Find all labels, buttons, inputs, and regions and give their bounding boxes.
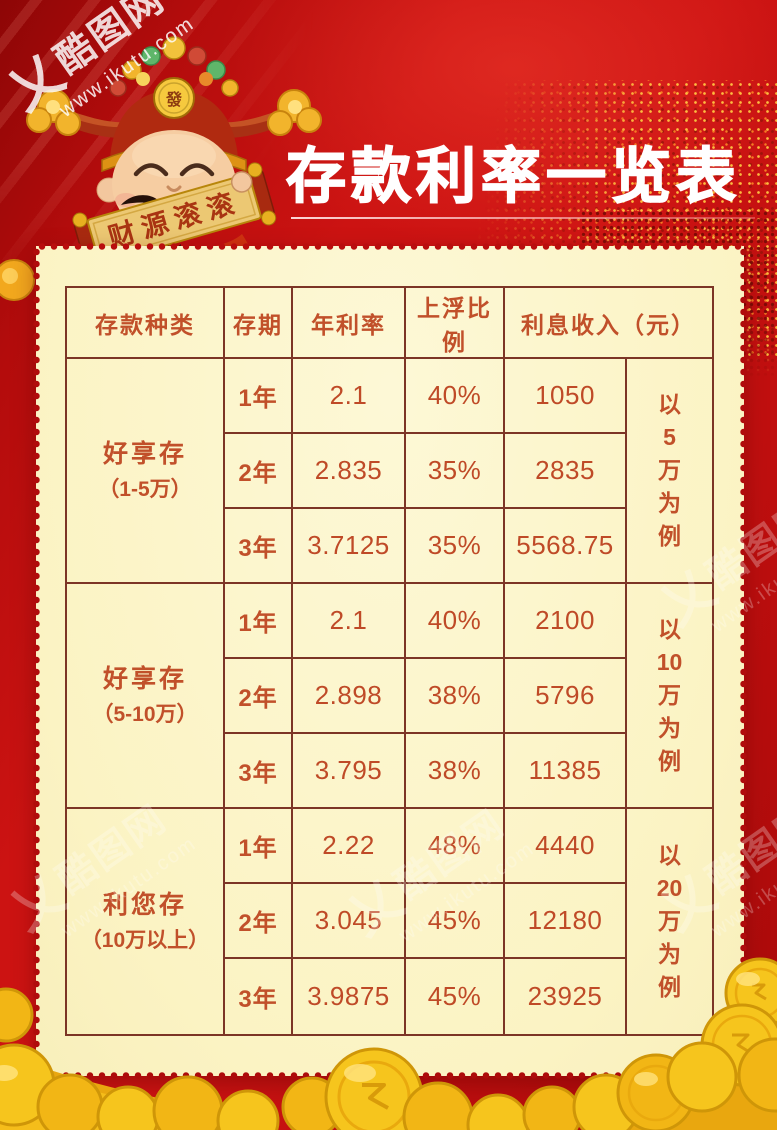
example-line: 为 (658, 715, 681, 741)
cell-float: 40% (406, 584, 505, 659)
example-line: 例 (658, 748, 681, 774)
cell-income: 2835 (505, 434, 627, 509)
cell-income: 2100 (505, 584, 627, 659)
cell-rate: 2.1 (293, 359, 406, 434)
hat-coin-icon (153, 77, 195, 119)
cell-float: 48% (406, 809, 505, 884)
col-header-rate: 年利率 (293, 288, 406, 359)
example-line: 以 (658, 616, 681, 642)
col-header-float: 上浮比例 (406, 288, 505, 359)
cell-float: 40% (406, 359, 505, 434)
cell-income: 1050 (505, 359, 627, 434)
col-header-income: 利息收入（元） (505, 288, 712, 359)
cell-float: 38% (406, 734, 505, 809)
cell-term: 2年 (225, 884, 293, 959)
cell-rate: 3.795 (293, 734, 406, 809)
perforation-bottom (34, 1071, 746, 1080)
example-line: 例 (658, 523, 681, 549)
cell-rate: 3.7125 (293, 509, 406, 584)
right-eye (179, 163, 215, 177)
cell-rate: 2.1 (293, 584, 406, 659)
example-line: 为 (658, 490, 681, 516)
example-line: 10 (656, 649, 683, 675)
example-note: 以 10 万 为 例 (627, 584, 712, 809)
cell-float: 35% (406, 509, 505, 584)
cell-term: 3年 (225, 509, 293, 584)
poster-title: 存款利率一览表 (285, 142, 741, 211)
mustache-left (121, 195, 160, 206)
example-line: 万 (658, 457, 681, 483)
example-line: 以 (658, 842, 681, 868)
cell-rate: 3.045 (293, 884, 406, 959)
example-line: 万 (658, 682, 681, 708)
cell-float: 38% (406, 659, 505, 734)
cell-term: 3年 (225, 959, 293, 1034)
cell-term: 1年 (225, 584, 293, 659)
cell-term: 1年 (225, 809, 293, 884)
example-line: 例 (658, 974, 681, 1000)
group-range: （1-5万） (98, 477, 192, 501)
rate-paper: 存款种类 存期 年利率 上浮比例 利息收入（元） 好享存 （1-5万） 1年 2… (32, 242, 748, 1080)
cell-term: 2年 (225, 659, 293, 734)
example-line: 5 (663, 424, 676, 450)
group-range: （10万以上） (80, 928, 210, 952)
rate-table: 存款种类 存期 年利率 上浮比例 利息收入（元） 好享存 （1-5万） 1年 2… (65, 286, 714, 1036)
right-knot-icon (267, 89, 322, 136)
cell-term: 2年 (225, 434, 293, 509)
cell-term: 1年 (225, 359, 293, 434)
cell-rate: 2.22 (293, 809, 406, 884)
group-name: 好享存 (102, 439, 187, 468)
cell-income: 23925 (505, 959, 627, 1034)
example-note: 以 5 万 为 例 (627, 359, 712, 584)
example-note: 以 20 万 为 例 (627, 809, 712, 1034)
cell-income: 11385 (505, 734, 627, 809)
group-label: 利您存 （10万以上） (67, 809, 225, 1034)
group-label: 好享存 （1-5万） (67, 359, 225, 584)
cell-income: 5796 (505, 659, 627, 734)
cell-income: 12180 (505, 884, 627, 959)
cell-income: 4440 (505, 809, 627, 884)
group-name: 好享存 (102, 664, 187, 693)
left-knot-icon (26, 89, 81, 136)
cell-income: 5568.75 (505, 509, 627, 584)
cell-rate: 2.835 (293, 434, 406, 509)
cell-float: 45% (406, 884, 505, 959)
title-underline (291, 217, 755, 219)
group-label: 好享存 （5-10万） (67, 584, 225, 809)
cell-term: 3年 (225, 734, 293, 809)
example-line: 万 (658, 908, 681, 934)
perforation-right (739, 244, 748, 1078)
col-header-type: 存款种类 (67, 288, 225, 359)
group-name: 利您存 (102, 890, 187, 919)
cell-rate: 2.898 (293, 659, 406, 734)
right-hand (230, 171, 253, 193)
cell-rate: 3.9875 (293, 959, 406, 1034)
left-eye (133, 163, 169, 177)
col-header-term: 存期 (225, 288, 293, 359)
example-line: 20 (656, 875, 683, 901)
cell-float: 45% (406, 959, 505, 1034)
hat-coin-character: 發 (165, 90, 183, 109)
example-line: 以 (658, 391, 681, 417)
cell-float: 35% (406, 434, 505, 509)
group-range: （5-10万） (92, 702, 198, 726)
example-line: 为 (658, 941, 681, 967)
perforation-left (32, 244, 41, 1078)
